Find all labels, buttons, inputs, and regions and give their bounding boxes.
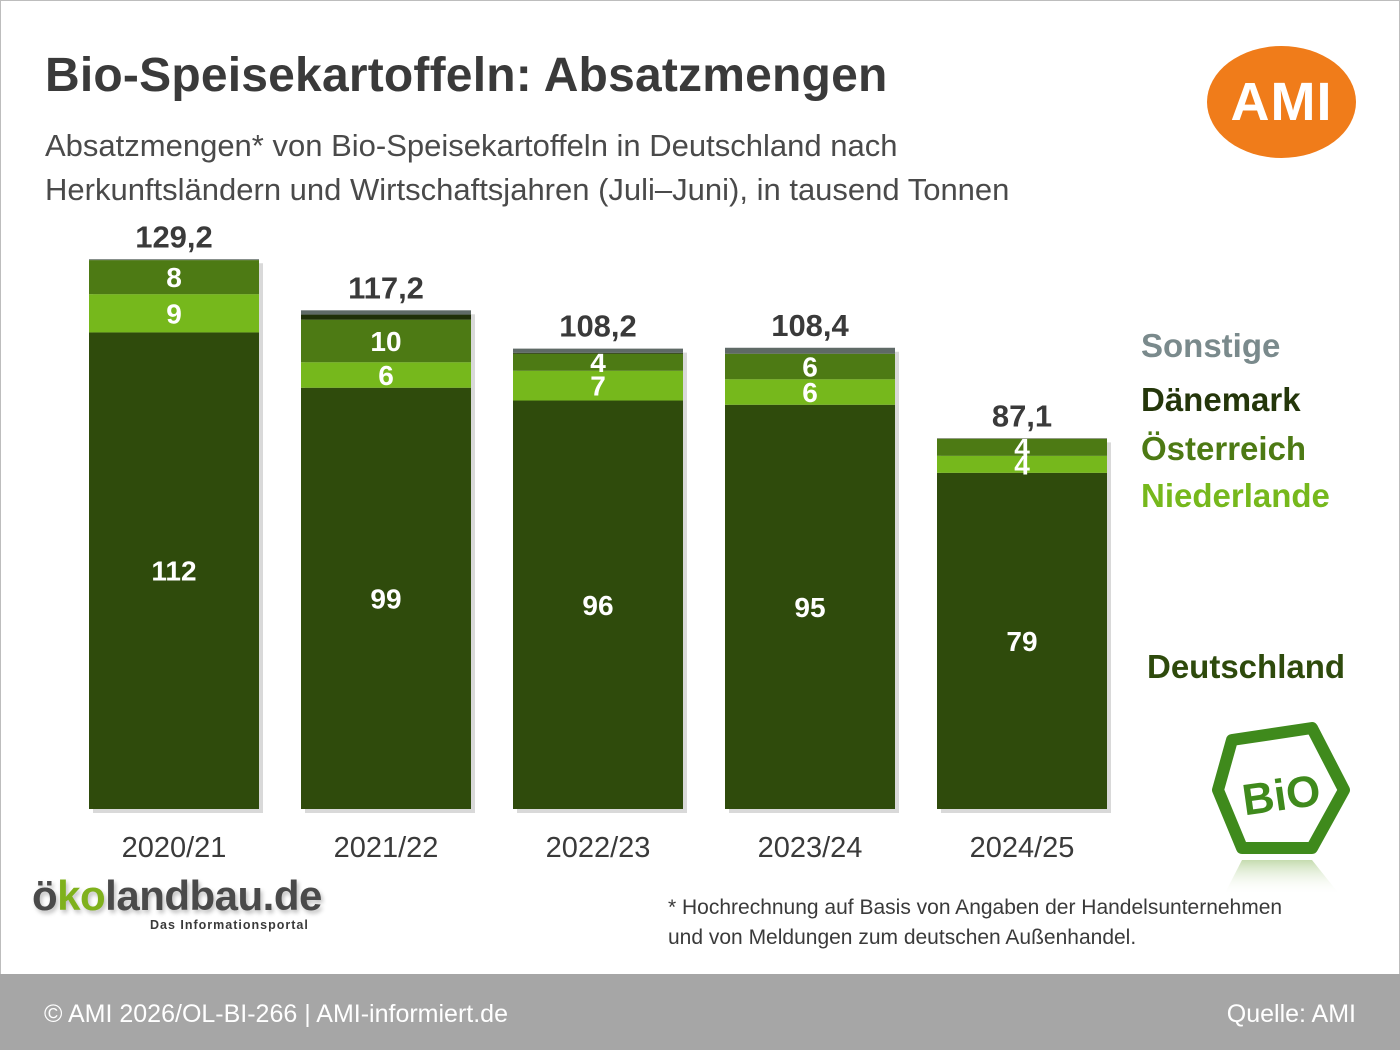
okolandbau-wordmark: ökolandbau.de <box>32 872 322 919</box>
ami-logo-text: AMI <box>1230 72 1333 132</box>
bar-segment-österreich <box>301 319 471 363</box>
chart-title: Bio-Speisekartoffeln: Absatzmengen <box>45 49 888 102</box>
x-tick-label: 2020/21 <box>122 832 227 864</box>
bar-value-label: 8 <box>166 262 182 293</box>
bar-segment-deutschland <box>89 332 259 809</box>
bar-segment-deutschland <box>725 404 895 809</box>
bar-total-label: 87,1 <box>992 398 1052 433</box>
footnote-line-1: * Hochrechnung auf Basis von Angaben der… <box>668 896 1283 919</box>
bar-segment-dänemark <box>513 352 683 354</box>
footer-bar: © AMI 2026/OL-BI-266 | AMI-informiert.de… <box>0 974 1400 1050</box>
bar-segment-deutschland <box>301 387 471 809</box>
x-tick-label: 2022/23 <box>546 832 651 864</box>
bar-total-label: 129,2 <box>135 219 213 254</box>
footnote: * Hochrechnung auf Basis von Angaben der… <box>668 893 1282 953</box>
bar-segment-sonstige <box>301 310 471 315</box>
bio-seal-text: BiO <box>1239 766 1323 825</box>
bar-segment-sonstige <box>513 348 683 353</box>
legend-sonstige: Sonstige <box>1141 327 1281 364</box>
bar-value-label: 99 <box>370 583 401 614</box>
bar-segment-niederlande <box>301 362 471 388</box>
bar-value-label: 4 <box>1014 449 1030 480</box>
stacked-bar-chart: 11298129,22020/2199610117,22021/22967410… <box>89 219 1111 864</box>
bar-value-label: 6 <box>378 360 394 391</box>
bar-total-label: 108,4 <box>771 308 849 343</box>
subtitle-line-2: Herkunftsländern und Wirtschaftsjahren (… <box>45 172 1010 207</box>
chart-subtitle: Absatzmengen* von Bio-Speisekartoffeln i… <box>45 124 1009 212</box>
footnote-line-2: und von Meldungen zum deutschen Außenhan… <box>668 926 1137 949</box>
bar-value-label: 79 <box>1006 626 1037 657</box>
bar-total-label: 117,2 <box>348 270 424 305</box>
subtitle-line-1: Absatzmengen* von Bio-Speisekartoffeln i… <box>45 128 898 163</box>
bar-segment-sonstige <box>89 259 259 261</box>
bar-value-label: 96 <box>582 590 613 621</box>
legend-oesterreich: Österreich <box>1141 430 1307 467</box>
bar-segment-niederlande <box>513 370 683 401</box>
bar-segment-österreich <box>513 353 683 371</box>
x-tick-label: 2024/25 <box>970 832 1075 864</box>
bio-seal-icon: BiO <box>1212 722 1350 895</box>
bar-segment-österreich <box>937 438 1107 456</box>
bar-segment-dänemark <box>301 314 471 320</box>
bar-segment-niederlande <box>937 455 1107 473</box>
bar-value-label: 10 <box>370 326 401 357</box>
footer-copyright[interactable]: © AMI 2026/OL-BI-266 | AMI-informiert.de <box>44 1000 508 1028</box>
bar-segment-österreich <box>725 353 895 380</box>
legend-niederlande: Niederlande <box>1141 477 1330 514</box>
bar-segment-österreich <box>89 260 259 295</box>
bar-value-label: 6 <box>802 377 818 408</box>
bar-value-label: 9 <box>166 298 182 329</box>
x-tick-label: 2021/22 <box>334 832 439 864</box>
bar-value-label: 4 <box>590 347 606 378</box>
okolandbau-logo[interactable]: ökolandbau.de Das Informationsportal <box>32 872 352 942</box>
x-tick-label: 2023/24 <box>758 832 863 864</box>
bar-value-label: 4 <box>1014 432 1030 463</box>
bar-segment-deutschland <box>513 400 683 809</box>
bar-value-label: 112 <box>151 556 196 587</box>
legend-deutschland: Deutschland <box>1147 648 1346 685</box>
bar-total-label: 108,2 <box>559 309 637 344</box>
okolandbau-tagline: Das Informationsportal <box>150 918 309 932</box>
bar-segment-niederlande <box>725 379 895 405</box>
bar-value-label: 95 <box>794 592 825 623</box>
footer-source: Quelle: AMI <box>1226 1000 1356 1028</box>
bar-segment-niederlande <box>89 294 259 333</box>
bar-value-label: 6 <box>802 351 818 382</box>
bar-segment-deutschland <box>937 472 1107 809</box>
ami-logo: AMI <box>1207 46 1356 158</box>
bar-segment-sonstige <box>725 347 895 354</box>
bar-value-label: 7 <box>590 371 606 402</box>
legend-daenemark: Dänemark <box>1141 381 1301 418</box>
